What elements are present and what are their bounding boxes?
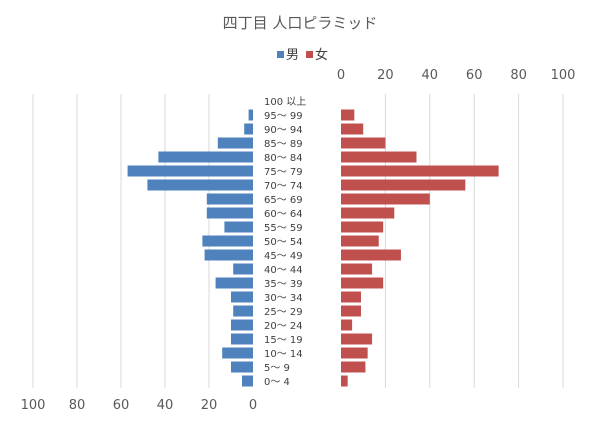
category-label: 90～ 94	[264, 125, 303, 136]
category-label: 55～ 59	[264, 223, 303, 234]
category-label: 95～ 99	[264, 111, 303, 122]
category-label: 0～ 4	[264, 377, 290, 388]
male-axis-tick: 80	[69, 398, 86, 413]
category-label: 20～ 24	[264, 321, 303, 332]
male-bar	[242, 375, 253, 387]
male-bar	[215, 277, 253, 289]
female-axis-tick: 0	[337, 68, 345, 83]
male-bar	[147, 179, 253, 191]
male-bar	[233, 263, 253, 275]
chart-title: 四丁目 人口ピラミッド	[223, 14, 378, 32]
female-bar	[341, 333, 373, 345]
female-bar	[341, 109, 355, 121]
male-bar	[202, 235, 253, 247]
female-bar	[341, 123, 364, 135]
male-bar	[231, 333, 253, 345]
category-label: 50～ 54	[264, 237, 303, 248]
legend-label-male: 男	[286, 48, 299, 63]
category-label: 45～ 49	[264, 251, 303, 262]
male-axis-tick: 0	[249, 398, 257, 413]
female-bar	[341, 375, 348, 387]
category-label: 60～ 64	[264, 209, 303, 220]
female-bar	[341, 179, 466, 191]
male-bar	[206, 207, 253, 219]
female-axis-tick: 80	[510, 68, 527, 83]
female-bar	[341, 235, 379, 247]
male-bar	[224, 221, 253, 233]
male-bar	[244, 123, 253, 135]
female-bars	[341, 109, 499, 387]
category-label: 25～ 29	[264, 307, 303, 318]
male-bar	[231, 291, 253, 303]
female-axis-tick: 100	[551, 68, 576, 83]
male-bar	[231, 319, 253, 331]
male-bar	[222, 347, 253, 359]
female-bar	[341, 305, 361, 317]
female-axis-tick: 40	[422, 68, 439, 83]
male-axis-ticks: 100 80 60 40 20 0	[21, 398, 258, 413]
female-bar	[341, 137, 386, 149]
male-bar	[206, 193, 253, 205]
category-label: 30～ 34	[264, 293, 303, 304]
female-axis-tick: 60	[466, 68, 483, 83]
category-label: 85～ 89	[264, 139, 303, 150]
male-bar	[233, 305, 253, 317]
male-bar	[248, 109, 253, 121]
female-axis-tick: 20	[377, 68, 394, 83]
female-bar	[341, 165, 499, 177]
female-bar	[341, 361, 366, 373]
legend-swatch-female	[306, 51, 313, 58]
male-bar	[231, 361, 253, 373]
category-labels: 100 以上 95～ 99 90～ 94 85～ 89 80～ 84 75～ 79 70～ …	[264, 96, 306, 388]
female-bar	[341, 291, 361, 303]
category-label: 15～ 19	[264, 335, 303, 346]
legend-label-female: 女	[315, 47, 328, 63]
male-axis-tick: 100	[21, 398, 46, 413]
female-bar	[341, 193, 430, 205]
female-bar	[341, 221, 384, 233]
female-axis-ticks: 0 20 40 60 80 100	[337, 68, 576, 83]
male-bar	[158, 151, 253, 163]
male-bars	[127, 109, 253, 387]
category-label: 80～ 84	[264, 153, 303, 164]
female-bar	[341, 249, 401, 261]
female-bar	[341, 319, 353, 331]
category-label: 35～ 39	[264, 279, 303, 290]
male-axis-tick: 20	[201, 398, 218, 413]
female-bar	[341, 263, 373, 275]
male-bar	[127, 165, 253, 177]
legend-swatch-male	[277, 51, 284, 58]
female-bar	[341, 207, 395, 219]
male-bar	[204, 249, 253, 261]
category-label: 5～ 9	[264, 363, 290, 374]
female-bar	[341, 347, 368, 359]
category-label: 10～ 14	[264, 349, 303, 360]
legend: 男 女	[277, 47, 328, 63]
male-axis-tick: 40	[157, 398, 174, 413]
male-axis-tick: 60	[113, 398, 130, 413]
category-label: 100 以上	[264, 96, 306, 108]
female-bar	[341, 151, 417, 163]
category-label: 75～ 79	[264, 167, 303, 178]
male-bar	[217, 137, 253, 149]
category-label: 65～ 69	[264, 195, 303, 206]
category-label: 70～ 74	[264, 181, 303, 192]
female-bar	[341, 277, 384, 289]
category-label: 40～ 44	[264, 265, 303, 276]
